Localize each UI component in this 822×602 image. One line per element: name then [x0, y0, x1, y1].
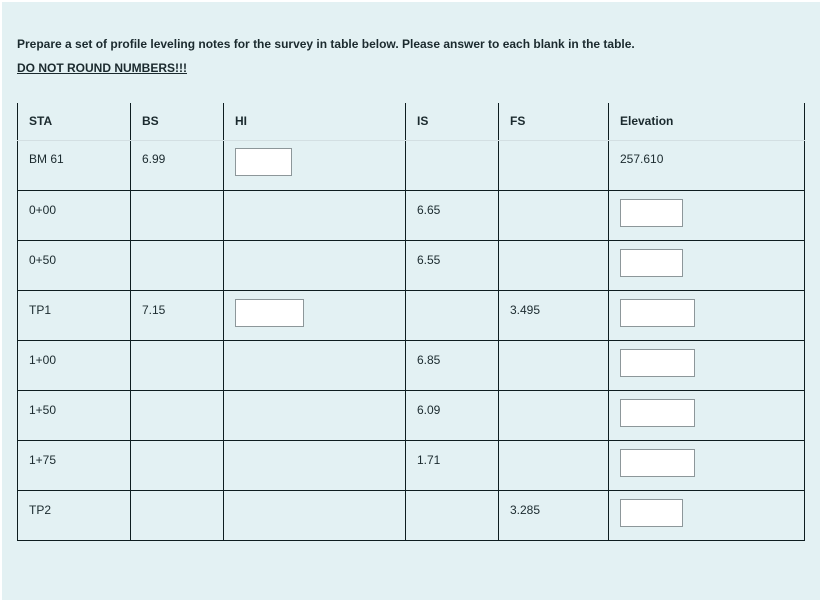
hi: [223, 140, 406, 191]
elevation: [608, 290, 805, 341]
fs: [498, 140, 609, 191]
is: 6.65: [405, 190, 499, 241]
elevation-input-tp2[interactable]: [620, 499, 683, 527]
fs: [498, 240, 609, 291]
table-row: 1+75 1.71: [17, 440, 805, 491]
warning: DO NOT ROUND NUMBERS!!!: [17, 61, 187, 75]
sta: TP1: [17, 290, 131, 341]
is: [405, 290, 499, 341]
is: [405, 490, 499, 541]
table-row: TP1 7.15 3.495: [17, 290, 805, 341]
is: 6.09: [405, 390, 499, 441]
sta: 1+50: [17, 390, 131, 441]
fs: [498, 390, 609, 441]
sta: 0+50: [17, 240, 131, 291]
elevation-input-0+50[interactable]: [620, 249, 683, 277]
hi: [223, 340, 406, 391]
table-row: BM 61 6.99 257.610: [17, 140, 805, 191]
table-row: 0+50 6.55: [17, 240, 805, 291]
hi: [223, 440, 406, 491]
hi: [223, 290, 406, 341]
sta: TP2: [17, 490, 131, 541]
col-bs: BS: [130, 103, 224, 141]
table-row: 1+00 6.85: [17, 340, 805, 391]
is: 6.85: [405, 340, 499, 391]
hi: [223, 190, 406, 241]
col-fs: FS: [498, 103, 609, 141]
bs: [130, 190, 224, 241]
hi-input-tp1[interactable]: [235, 299, 304, 327]
fs: [498, 190, 609, 241]
table-row: TP2 3.285: [17, 490, 805, 541]
hi: [223, 240, 406, 291]
sta: 1+75: [17, 440, 131, 491]
is: 6.55: [405, 240, 499, 291]
elevation: [608, 240, 805, 291]
bs: [130, 240, 224, 291]
col-is: IS: [405, 103, 499, 141]
instructions: Prepare a set of profile leveling notes …: [17, 37, 635, 51]
fs: [498, 440, 609, 491]
elevation-input-1+50[interactable]: [620, 399, 695, 427]
leveling-table: STA BS HI IS FS Elevation BM 61 6.99 257…: [17, 103, 805, 541]
bs: 6.99: [130, 140, 224, 191]
hi-input-bm61[interactable]: [235, 148, 292, 176]
fs: 3.285: [498, 490, 609, 541]
is: [405, 140, 499, 191]
bs: [130, 390, 224, 441]
bs: [130, 340, 224, 391]
elevation: [608, 190, 805, 241]
elevation-input-tp1[interactable]: [620, 299, 695, 327]
bs: 7.15: [130, 290, 224, 341]
is: 1.71: [405, 440, 499, 491]
col-hi: HI: [223, 103, 406, 141]
col-elevation: Elevation: [608, 103, 805, 141]
sta: 0+00: [17, 190, 131, 241]
bs: [130, 440, 224, 491]
elevation: [608, 490, 805, 541]
elevation-input-1+75[interactable]: [620, 449, 695, 477]
elevation: [608, 390, 805, 441]
table-row: 0+00 6.65: [17, 190, 805, 241]
sta: BM 61: [17, 140, 131, 191]
hi: [223, 390, 406, 441]
elevation-input-1+00[interactable]: [620, 349, 695, 377]
table-row: 1+50 6.09: [17, 390, 805, 441]
fs: 3.495: [498, 290, 609, 341]
sta: 1+00: [17, 340, 131, 391]
hi: [223, 490, 406, 541]
elevation: [608, 340, 805, 391]
elevation: [608, 440, 805, 491]
header-row: STA BS HI IS FS Elevation: [17, 103, 805, 141]
bs: [130, 490, 224, 541]
elevation: 257.610: [608, 140, 805, 191]
fs: [498, 340, 609, 391]
elevation-input-0+00[interactable]: [620, 199, 683, 227]
col-sta: STA: [17, 103, 131, 141]
